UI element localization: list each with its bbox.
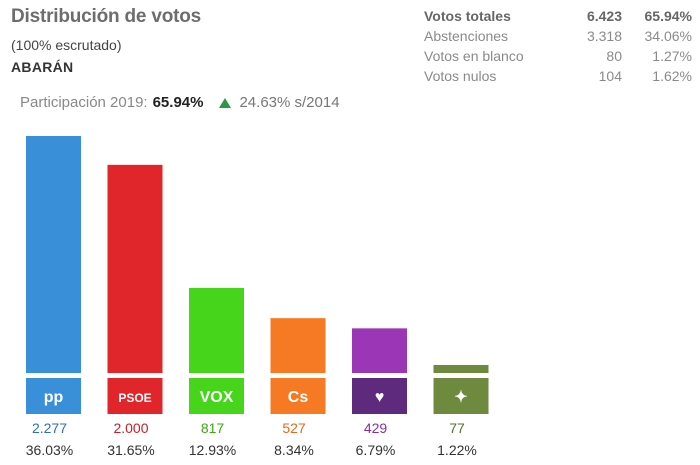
stats-label: Votos totales [424,8,511,24]
party-logo-text: VOX [200,389,234,406]
stats-label: Votos nulos [424,68,497,84]
value-label: 2.277 [32,420,67,436]
party-logo-pp [26,378,81,414]
trend-up-icon [219,97,232,108]
stats-value: 104 [598,68,622,84]
stats-pct: 34.06% [644,28,692,44]
stats-row-abstentions: Abstenciones 3.318 34.06% [424,26,692,46]
place-name: ABARÁN [11,59,74,75]
party-logo-cs [270,378,326,414]
stats-pct: 1.62% [652,68,692,84]
party-logo-vox [189,378,244,414]
participation-change-suffix: s/2014 [294,94,340,111]
chart-title: Distribución de votos [11,6,202,27]
party-logo-text: ♥ [375,389,385,406]
percent-label: 1.22% [437,442,477,458]
party-logo-text: ✦ [454,389,467,406]
value-label: 77 [449,420,465,436]
bar-vox [189,287,244,373]
stats-row-blank: Votos en blanco 80 1.27% [424,46,692,66]
chart-subtitle: (100% escrutado) [11,37,122,53]
percent-label: 36.03% [26,442,73,458]
bar-other [433,364,489,373]
percent-label: 31.65% [107,442,154,458]
value-label: 817 [201,420,225,436]
stats-pct: 1.27% [652,48,692,64]
participation-line: Participación 2019: 65.94% 24.63% s/2014 [20,94,340,111]
percent-label: 8.34% [274,442,314,458]
stats-label: Votos en blanco [424,48,524,64]
stats-value: 6.423 [586,8,622,24]
value-label: 527 [282,420,306,436]
stats-value: 80 [606,48,622,64]
value-label: 429 [364,420,388,436]
participation-change: 24.63% s/2014 [239,94,339,111]
participation-label: Participación 2019: [20,94,148,111]
stats-row-null: Votos nulos 104 1.62% [424,66,692,86]
stats-pct: 65.94% [644,8,692,24]
value-label: 2.000 [113,420,148,436]
participation-value: 65.94% [152,94,204,111]
party-logo-text: PSOE [118,391,151,405]
party-logo-psoe [107,378,163,414]
stats-label: Abstenciones [424,28,509,44]
bar-psoe [107,164,163,373]
party-logo-podemos [352,378,407,414]
bar-podemos [352,328,407,373]
stats-value: 3.318 [586,28,622,44]
bar-cs [270,318,326,373]
participation-change-value: 24.63% [239,94,291,111]
party-logo-text: Cs [288,389,309,406]
stats-table: Votos totales 6.423 65.94% Abstenciones … [424,6,692,86]
stats-row-total: Votos totales 6.423 65.94% [424,6,692,26]
percent-label: 6.79% [356,442,396,458]
percent-label: 12.93% [189,442,236,458]
party-logo-text: pp [44,389,64,406]
bar-pp [26,136,81,373]
party-logo-other [433,378,489,414]
